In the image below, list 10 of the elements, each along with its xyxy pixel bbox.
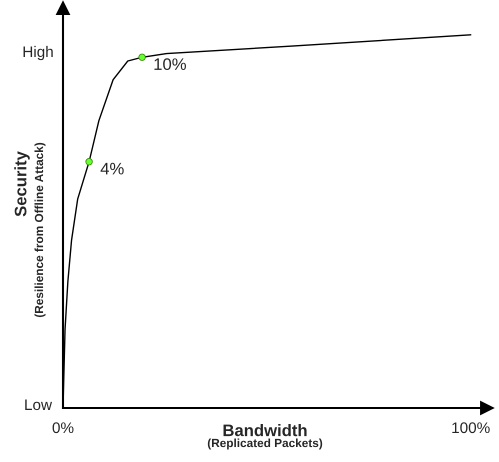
y-axis-title: Security [14, 151, 30, 216]
x-axis-title: Bandwidth [224, 424, 307, 436]
text: (Resilience from Offline Attack) [34, 142, 46, 318]
annotation: 4% [100, 162, 124, 174]
x-tick-label: 100% [452, 422, 490, 434]
text: High [24, 46, 53, 60]
x-tick-label: 0% [52, 422, 74, 434]
annotation: 10% [154, 58, 186, 70]
text: (Replicated Packets) [208, 438, 322, 450]
text: Low [25, 399, 52, 410]
